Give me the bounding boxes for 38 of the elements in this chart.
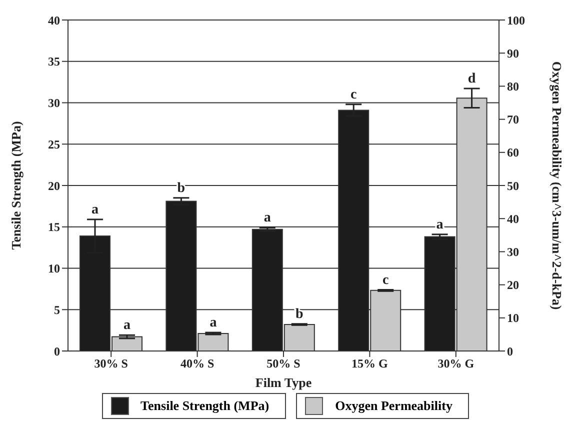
data-label: c xyxy=(382,272,389,288)
data-label: c xyxy=(350,87,357,102)
y2-tick-label: 10 xyxy=(507,311,519,326)
y2-tick-label: 100 xyxy=(507,13,525,28)
x-tick-label: 15% G xyxy=(352,356,388,371)
y2-tick-label: 60 xyxy=(507,146,519,160)
y-tick-label: 35 xyxy=(48,54,60,69)
y2-tick-label: 20 xyxy=(507,278,519,292)
legend-label: Oxygen Permeability xyxy=(335,398,452,414)
y2-tick-label: 50 xyxy=(507,178,519,193)
y2-tick-label: 90 xyxy=(507,46,519,60)
y-tick-label: 10 xyxy=(48,262,60,276)
data-label: a xyxy=(92,202,98,218)
y-tick-label: 0 xyxy=(54,344,60,358)
x-tick-label: 30% S xyxy=(94,356,128,371)
data-label: b xyxy=(296,306,304,322)
legend-label: Tensile Strength (MPa) xyxy=(140,398,270,414)
y2-tick-label: 80 xyxy=(507,79,519,94)
x-axis-title: Film Type xyxy=(255,375,312,390)
y-tick-label: 5 xyxy=(54,302,60,317)
y-tick-label: 30 xyxy=(48,96,60,110)
data-label: a xyxy=(210,315,217,330)
y2-tick-label: 0 xyxy=(507,344,513,358)
x-tick-label: 30% G xyxy=(438,356,474,371)
data-label: a xyxy=(264,210,271,226)
y-axis-title: Tensile Strength (MPa) xyxy=(8,121,24,250)
x-tick-label: 40% S xyxy=(180,356,214,371)
x-tick-label: 50% S xyxy=(266,356,301,371)
y-tick-label: 25 xyxy=(48,137,60,152)
y-tick-label: 20 xyxy=(48,178,60,193)
data-label: d xyxy=(468,72,476,87)
data-label: a xyxy=(124,318,130,334)
y2-tick-label: 30 xyxy=(507,244,519,259)
y-tick-label: 40 xyxy=(48,13,60,28)
y2-axis-title: Oxygen Permeability (cm^3-um/m^2-d-kPa) xyxy=(549,61,564,310)
y-tick-label: 15 xyxy=(48,220,60,234)
y2-tick-label: 70 xyxy=(507,112,519,127)
y2-tick-label: 40 xyxy=(507,212,519,226)
